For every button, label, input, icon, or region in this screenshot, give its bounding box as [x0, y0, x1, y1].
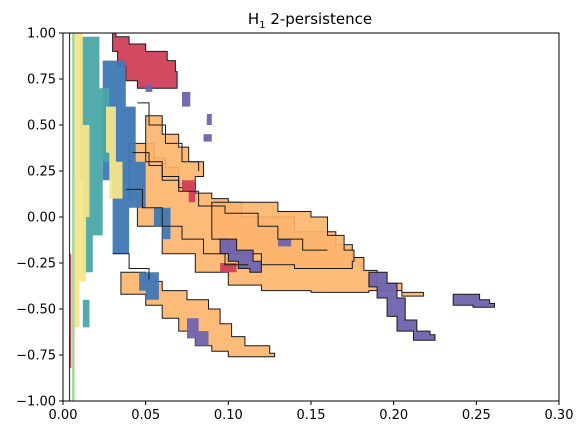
x-tick-label: 0.00: [49, 408, 78, 423]
boundary-line-2: [125, 188, 249, 266]
region-purple-9: [203, 134, 212, 142]
x-tick-label: 0.05: [131, 408, 160, 423]
boundary-line-3: [137, 102, 200, 171]
boundary-line-4: [112, 253, 150, 280]
x-tick-label: 0.25: [462, 408, 491, 423]
chart-title-main: H: [248, 10, 259, 28]
y-tick-label: 0.25: [27, 165, 56, 180]
x-tick-label: 0.20: [379, 408, 408, 423]
region-red-14: [182, 180, 196, 203]
y-tick-label: 0.50: [27, 119, 56, 134]
x-tick-label: 0.30: [545, 408, 574, 423]
boundary-line-1: [132, 152, 328, 251]
chart-title: H1 2-persistence: [248, 10, 372, 31]
region-purple-5: [368, 271, 436, 341]
y-tick-label: 0.75: [27, 73, 56, 88]
y-tick-label: 1.00: [27, 27, 56, 42]
x-tick-label: 0.10: [214, 408, 243, 423]
y-tick-label: −0.75: [16, 349, 56, 364]
region-orange-3: [120, 271, 276, 358]
region-purple-6: [452, 293, 495, 308]
x-tick-label: 0.15: [297, 408, 326, 423]
y-tick-label: 0.00: [27, 211, 56, 226]
region-purple-7: [219, 238, 262, 273]
region-red-0: [112, 33, 178, 89]
region-purple-12: [277, 239, 292, 247]
region-purple-8: [187, 318, 209, 346]
chart-title-subscript: 1: [259, 20, 265, 31]
y-axis: 1.00 0.75 0.50 0.25 0.00 −0.25 −0.50 −0.75 −1.00: [16, 27, 63, 410]
region-teal-20: [82, 299, 90, 328]
y-tick-label: −0.25: [16, 257, 56, 272]
y-tick-label: −0.50: [16, 303, 56, 318]
persistence-regions: [69, 33, 495, 401]
region-purple-11: [206, 114, 212, 125]
region-blue-17: [139, 272, 159, 300]
chart-title-rest: 2-persistence: [266, 10, 373, 28]
x-axis: 0.00 0.05 0.10 0.15 0.20 0.25 0.30: [49, 401, 574, 423]
region-yellow-21: [74, 33, 90, 328]
region-yellow-22: [106, 106, 123, 199]
region-green-23: [72, 33, 75, 401]
y-tick-label: −1.00: [16, 395, 56, 410]
region-purple-13: [145, 84, 153, 92]
region-purple-10: [182, 91, 191, 107]
